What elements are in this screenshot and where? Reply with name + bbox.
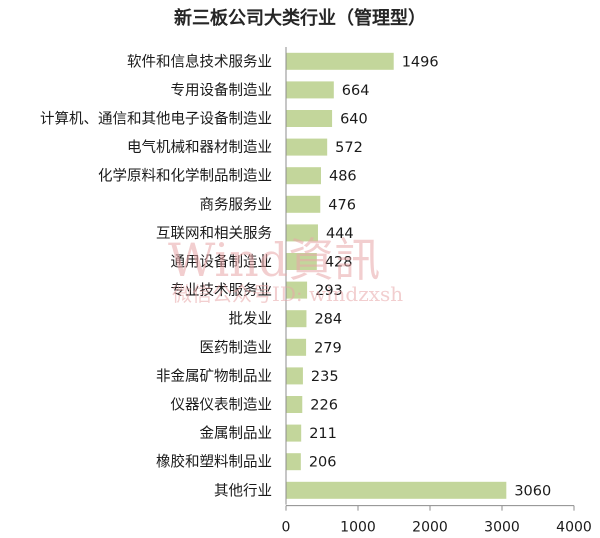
category-label: 仪器仪表制造业 [171,397,273,414]
bar [286,453,301,471]
value-label: 3060 [514,483,551,499]
category-label: 专用设备制造业 [171,82,273,99]
category-label: 通用设备制造业 [171,254,273,271]
category-label: 批发业 [229,311,273,328]
value-label: 293 [315,283,343,299]
value-label: 640 [340,112,368,128]
bar [286,396,303,413]
bar [286,281,308,299]
category-label: 软件和信息技术服务业 [127,53,272,70]
value-label: 476 [328,197,356,213]
bar [286,310,307,328]
value-label: 279 [314,340,342,356]
value-label: 444 [326,226,354,242]
category-label: 商务服务业 [200,196,273,213]
category-labels: 软件和信息技术服务业专用设备制造业计算机、通信和其他电子设备制造业电气机械和器材… [40,53,272,499]
value-label: 428 [325,255,353,271]
category-label: 互联网和相关服务 [156,225,272,242]
bar [286,110,333,127]
value-label: 664 [342,83,370,99]
bar [286,167,321,185]
value-label: 572 [335,140,363,156]
x-tick-label: 0 [282,520,291,536]
x-tick-label: 2000 [412,520,448,536]
category-label: 橡胶和塑料制品业 [156,454,272,471]
category-label: 电气机械和器材制造业 [127,139,272,156]
bar [286,138,328,156]
bar [286,195,321,213]
category-label: 其他行业 [214,482,272,499]
bar [286,253,317,270]
category-label: 专业技术服务业 [171,282,273,299]
chart-title: 新三板公司大类行业（管理型） [174,7,426,29]
value-labels: 1496 664 640 572 486 476 444 428 293 284 279 235 226… [309,54,551,499]
bar [286,424,302,442]
bar [286,224,318,242]
value-label: 206 [309,455,337,471]
category-label: 医药制造业 [200,339,273,356]
bars-group [286,52,507,499]
watermark-main: Wind資訊 [168,233,380,287]
x-tick-label: 3000 [484,520,520,536]
category-label: 非金属矿物制品业 [156,368,272,385]
bar [286,481,507,499]
bar [286,81,334,99]
category-label: 化学原料和化学制品制造业 [98,168,272,185]
watermark-sub: 微信公众号ID: windzxsh [172,282,403,306]
value-label: 486 [329,169,357,185]
value-label: 211 [309,426,337,442]
value-label: 1496 [402,54,439,70]
value-label: 226 [310,398,338,414]
x-tick-label: 4000 [556,520,592,536]
value-label: 284 [314,312,342,328]
value-label: 235 [311,369,339,385]
bar [286,52,394,70]
category-label: 计算机、通信和其他电子设备制造业 [40,111,272,128]
bar [286,367,303,385]
category-label: 金属制品业 [200,425,273,442]
watermark: Wind資訊 微信公众号ID: windzxsh [168,233,403,306]
bar [286,338,307,356]
x-axis: 0 1000 2000 3000 4000 [282,47,592,536]
x-tick-label: 1000 [340,520,376,536]
